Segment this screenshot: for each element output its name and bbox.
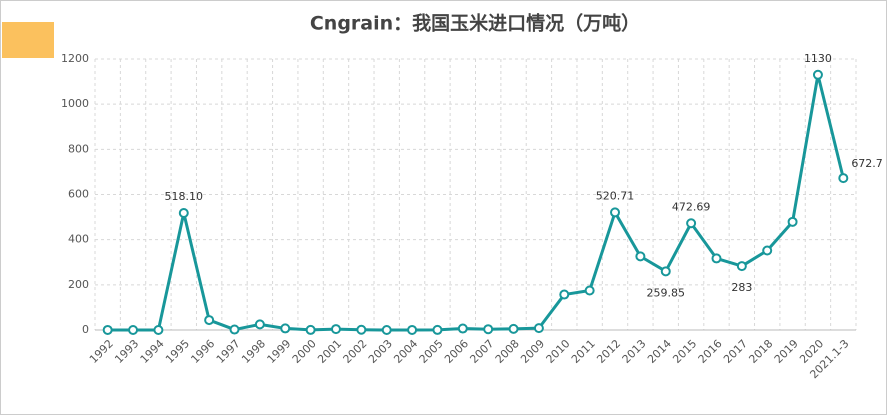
marker xyxy=(483,324,494,335)
y-tick-label: 400 xyxy=(68,233,89,246)
marker xyxy=(356,324,367,335)
data-label: 283 xyxy=(731,281,752,294)
data-label: 518.10 xyxy=(165,190,204,203)
y-tick-label: 0 xyxy=(82,323,89,336)
marker xyxy=(610,207,621,218)
marker xyxy=(838,173,849,184)
marker xyxy=(153,324,164,335)
y-tick-label: 200 xyxy=(68,278,89,291)
marker xyxy=(128,324,139,335)
marker xyxy=(178,207,189,218)
marker xyxy=(559,289,570,300)
decoration xyxy=(2,22,54,58)
marker xyxy=(204,315,215,326)
marker xyxy=(787,216,798,227)
marker xyxy=(812,69,823,80)
marker xyxy=(686,218,697,229)
data-label: 1130 xyxy=(804,52,832,65)
data-label: 259.85 xyxy=(647,286,686,299)
marker xyxy=(736,261,747,272)
marker xyxy=(457,323,468,334)
marker xyxy=(508,323,519,334)
marker xyxy=(711,253,722,264)
marker xyxy=(254,319,265,330)
data-label: 472.69 xyxy=(672,200,711,213)
marker xyxy=(660,266,671,277)
marker xyxy=(229,324,240,335)
marker xyxy=(330,324,341,335)
data-label: 672.7 xyxy=(851,157,883,170)
marker xyxy=(432,324,443,335)
y-tick-label: 1000 xyxy=(61,97,89,110)
marker xyxy=(407,324,418,335)
y-tick-label: 1200 xyxy=(61,52,89,65)
marker xyxy=(533,323,544,334)
marker xyxy=(381,324,392,335)
chart-title: Cngrain：我国玉米进口情况（万吨） xyxy=(310,12,640,35)
marker xyxy=(280,323,291,334)
y-tick-label: 600 xyxy=(68,188,89,201)
marker xyxy=(762,245,773,256)
marker xyxy=(102,324,113,335)
y-tick-label: 800 xyxy=(68,142,89,155)
data-label: 520.71 xyxy=(596,189,635,202)
marker xyxy=(635,251,646,262)
marker xyxy=(305,324,316,335)
marker xyxy=(584,285,595,296)
